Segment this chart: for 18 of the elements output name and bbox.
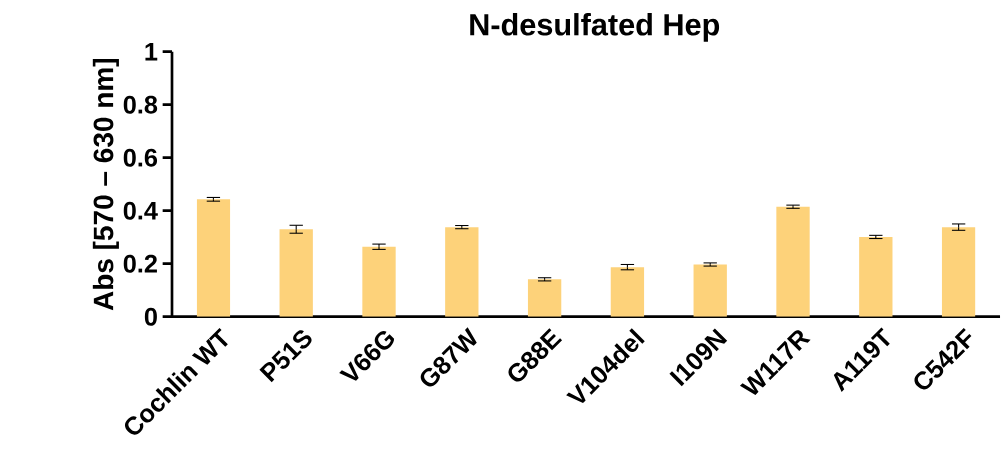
y-tick-label: 0.4 (123, 201, 158, 220)
y-tick-label: 0 (144, 307, 157, 326)
y-tick-label: 1 (145, 42, 158, 61)
bar (279, 229, 313, 317)
bar (693, 264, 727, 317)
bar (527, 279, 562, 317)
bar (776, 206, 810, 317)
bar (196, 199, 231, 317)
y-tick-label: 0.2 (123, 254, 157, 273)
chart-title: N-desulfated Hep (470, 13, 720, 42)
y-axis-title: Abs [570 – 630 nm] (92, 58, 119, 311)
bar (362, 246, 396, 317)
bar (941, 227, 976, 317)
bar (859, 236, 893, 317)
bar (445, 227, 479, 317)
y-tick-label: 0.6 (123, 148, 158, 167)
bar (610, 267, 645, 317)
y-tick-label: 0.8 (123, 95, 158, 114)
